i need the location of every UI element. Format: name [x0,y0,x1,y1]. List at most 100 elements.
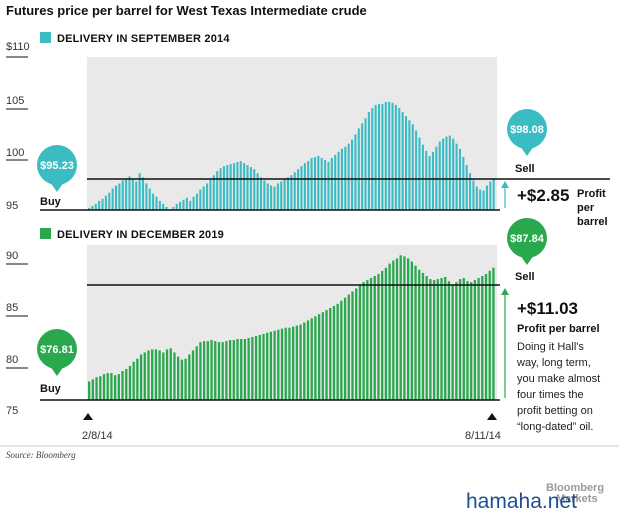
price-bar [214,341,217,400]
price-bar [286,177,290,210]
price-bar [110,373,113,400]
price-bar [425,150,428,210]
price-bar [94,203,97,210]
price-bar [247,338,250,400]
price-bar [270,185,273,210]
price-bar [465,165,468,210]
y-tick-label: 75 [6,405,18,417]
price-bar [195,346,198,400]
price-bar [202,341,206,400]
price-bar [408,120,411,210]
price-bar [369,278,373,400]
price-bar [141,177,145,210]
legend-label-top: DELIVERY IN SEPTEMBER 2014 [57,33,230,45]
price-bar [125,178,128,210]
price-bar [276,183,279,210]
price-bar [195,193,198,210]
price-bar [404,116,408,210]
price-bar [452,138,455,210]
price-bar [269,331,273,400]
price-bar [415,130,418,210]
price-bar [334,154,337,210]
price-bar [185,197,188,210]
price-bar [118,183,121,210]
price-bar [406,258,410,400]
price-bar [320,157,323,210]
price-bar [321,312,324,400]
price-bar [125,369,128,400]
price-bar [347,294,350,400]
price-bar [470,282,473,400]
price-bar [455,143,458,210]
note-line: Doing it Hall's [517,341,584,353]
price-bar [436,279,439,400]
sell-price-bottom: $87.84 [510,233,545,245]
price-bar [401,112,404,210]
price-bar [206,183,209,210]
price-bar [228,340,232,400]
price-bar [448,135,451,210]
buy-bubble-top: $95.23 [37,145,77,192]
price-bar [273,186,276,210]
price-bar [266,183,269,210]
price-bar [165,349,169,400]
price-bar [293,172,296,210]
price-bar [236,162,239,210]
price-bar [199,342,202,400]
price-bar [485,185,488,210]
price-bar [280,181,283,210]
price-bar [263,180,266,210]
price-bar [277,329,280,400]
price-bar [297,169,300,210]
price-bar [91,379,95,400]
price-bar [473,280,477,400]
profit-label-line: Profit [577,188,606,200]
price-bar [488,270,491,400]
price-bar [222,166,225,210]
price-bar [216,171,219,210]
price-bar [310,318,313,400]
profit-arrowhead-top [501,181,509,188]
price-bar [226,165,229,210]
price-bar [418,269,421,400]
price-bar [307,161,310,210]
price-bar [104,195,107,210]
price-bar [351,291,354,400]
brand-line: Bloomberg [546,482,604,494]
price-bar [440,278,443,400]
price-bar [410,261,413,400]
price-bar [442,138,445,210]
buy-label-bottom: Buy [40,383,62,395]
price-bar [482,190,485,210]
price-bar [199,189,202,210]
y-tick-label: 80 [6,354,18,366]
price-bar [266,332,269,400]
price-bar [384,101,387,210]
price-bar [306,320,310,400]
price-bar [148,188,151,210]
price-bar [154,349,158,400]
price-bar [132,361,135,400]
price-bar [364,118,367,210]
price-bar [155,196,158,210]
price-bar [381,270,384,400]
price-bar [290,175,293,210]
y-tick-label: 85 [6,302,18,314]
price-bar [202,186,205,210]
price-bar [229,164,232,210]
price-bar [246,165,249,210]
price-bar [188,354,191,400]
buy-label-top: Buy [40,196,62,208]
price-bar [232,163,236,210]
price-bar [249,167,252,210]
price-bar [481,276,484,400]
price-bar [111,188,114,210]
sell-label-top: Sell [515,163,535,175]
watermark: hamaha.net [466,490,577,513]
price-bar [361,123,364,210]
price-bar [317,155,320,210]
note-line: four times the [517,389,584,401]
price-bar [374,104,377,210]
sell-bubble-top: $98.08 [507,109,547,156]
buy-bubble-pointer [50,366,64,376]
